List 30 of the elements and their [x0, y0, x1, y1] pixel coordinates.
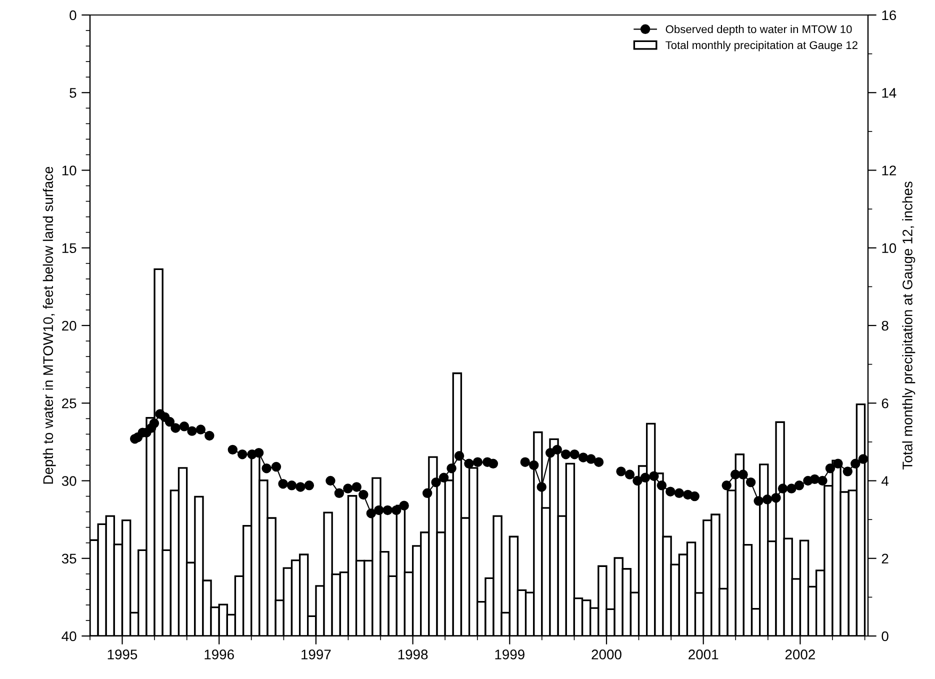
x-tick-label: 1997: [302, 650, 331, 660]
y-tick-label: 5: [70, 88, 76, 98]
y2-tick-label: 12: [882, 166, 896, 176]
y-tick-label: 25: [62, 398, 76, 408]
y2-tick-label: 6: [882, 398, 888, 408]
x-tick-label: 1999: [495, 650, 524, 660]
x-tick-label: 2002: [785, 650, 815, 660]
legend-label: Observed depth to water in MTOW 10: [666, 25, 852, 36]
y-tick-label: 30: [62, 476, 76, 486]
x-tick-label: 2000: [592, 650, 622, 660]
y2-tick-label: 8: [882, 320, 888, 331]
y2-tick-label: 16: [882, 10, 896, 20]
y2-tick-label: 14: [882, 88, 896, 98]
x-tick-label: 1998: [398, 650, 428, 660]
y-tick-label: 20: [62, 320, 76, 331]
y2-tick-label: 4: [882, 476, 889, 486]
legend-label: Total monthly precipitation at Gauge 12: [666, 40, 858, 52]
y2-tick-label: 10: [882, 243, 896, 254]
y2-tick-label: 0: [882, 631, 888, 642]
y-tick-label: 40: [62, 631, 76, 642]
x-tick-label: 1996: [204, 650, 234, 660]
y-axis-title: Depth to water in MTOW10, feet below land surface: [42, 166, 56, 484]
y-tick-label: 10: [62, 166, 76, 176]
y-tick-label: 15: [62, 243, 76, 254]
y-tick-label: 35: [62, 554, 76, 564]
y2-tick-label: 2: [882, 554, 888, 564]
x-tick-label: 1995: [108, 650, 138, 660]
y2-axis-title: Total monthly precipitation at Gauge 12, inches: [902, 182, 916, 470]
y-tick-label: 0: [70, 10, 76, 20]
x-tick-label: 2001: [688, 650, 718, 660]
